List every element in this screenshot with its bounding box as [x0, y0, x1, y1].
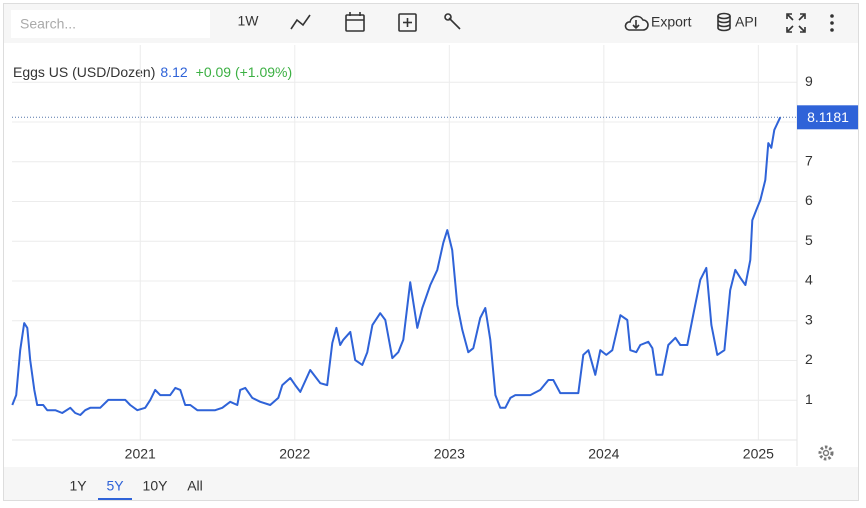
range-button[interactable]: 10Y [143, 478, 169, 494]
y-tick-label: 2 [805, 351, 813, 367]
series-title: Eggs US (USD/Dozen) [13, 64, 155, 80]
y-tick-label: 5 [805, 232, 813, 248]
x-tick-label: 2025 [743, 446, 774, 462]
range-bar [4, 467, 858, 500]
fullscreen-icon[interactable] [786, 13, 806, 33]
chart-type-icon[interactable] [290, 14, 311, 30]
gear-icon[interactable] [818, 445, 834, 461]
export-icon[interactable] [624, 15, 649, 31]
search-placeholder[interactable]: Search... [20, 16, 76, 32]
last-price: 8.12 [160, 64, 187, 80]
last-value-box [797, 105, 858, 130]
price-change: +0.09 (+1.09%) [196, 64, 293, 80]
range-button[interactable]: All [187, 478, 203, 494]
y-tick-label: 7 [805, 152, 813, 168]
x-tick-label: 2023 [434, 446, 465, 462]
header-stats: Eggs US (USD/Dozen) 8.12 +0.09 (+1.09%) [13, 64, 292, 80]
menu-icon[interactable] [830, 14, 834, 32]
interval-button[interactable]: 1W [238, 13, 260, 29]
x-tick-label: 2024 [588, 446, 619, 462]
y-tick-label: 3 [805, 311, 813, 327]
y-tick-label: 4 [805, 272, 813, 288]
range-button[interactable]: 1Y [69, 478, 87, 494]
api-button[interactable]: API [735, 14, 758, 30]
y-tick-label: 9 [805, 73, 813, 89]
export-button[interactable]: Export [651, 14, 692, 30]
last-value-label: 8.1181 [807, 109, 849, 125]
series-line [11, 116, 782, 416]
y-tick-label: 6 [805, 192, 813, 208]
range-button[interactable]: 5Y [106, 478, 124, 494]
x-tick-label: 2021 [125, 446, 156, 462]
calendar-icon[interactable] [345, 12, 365, 32]
api-icon[interactable] [717, 12, 731, 32]
compare-icon[interactable] [398, 13, 417, 32]
settings-tool-icon[interactable] [444, 13, 461, 30]
search-box[interactable] [11, 10, 210, 38]
y-tick-label: 1 [805, 391, 813, 407]
frame [3, 3, 859, 501]
x-tick-label: 2022 [279, 446, 310, 462]
